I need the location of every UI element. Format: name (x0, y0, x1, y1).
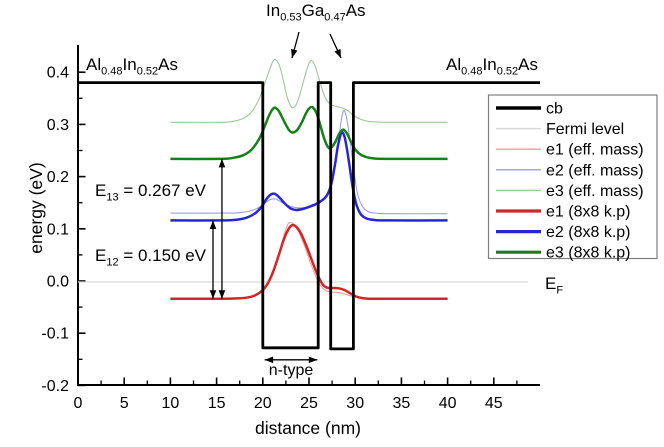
legend-label-e3-eff-mass: e3 (eff. mass) (546, 183, 644, 200)
e13-span-arrow (218, 158, 226, 299)
series-e3-8x8-k-p (170, 105, 448, 161)
legend-label-e2-8x8-k-p: e2 (8x8 k.p) (546, 224, 630, 241)
x-tick-label: 20 (254, 395, 272, 412)
arrowhead (308, 356, 318, 364)
well2-pointer-arrow (329, 33, 342, 59)
x-tick-label: 35 (393, 395, 411, 412)
y-axis-title: energy (eV) (25, 162, 46, 254)
label-well-material: In0.53Ga0.47As (266, 1, 366, 24)
well1-pointer-arrow (291, 31, 300, 59)
x-tick-label: 40 (439, 395, 457, 412)
legend-label-e3-8x8-k-p: e3 (8x8 k.p) (546, 245, 630, 262)
legend-item-e3-8x8-k-p: e3 (8x8 k.p) (496, 245, 630, 262)
arrowhead (218, 158, 226, 168)
x-tick-label: 15 (208, 395, 226, 412)
arrowhead (218, 290, 226, 299)
x-tick-label: 45 (485, 395, 503, 412)
series-e2-8x8-k-p (170, 130, 448, 222)
ntype-span-arrow (264, 356, 318, 364)
label-barrier-material-left: Al0.48In0.52As (86, 55, 178, 78)
legend-label-e2-eff-mass: e2 (eff. mass) (546, 162, 644, 179)
legend-item-fermi-level: Fermi level (496, 121, 624, 138)
x-tick-label: 0 (74, 395, 83, 412)
label-barrier-material-right: Al0.48In0.52As (446, 55, 538, 78)
series-e1-8x8-k-p (170, 223, 448, 301)
legend-item-e2-eff-mass: e2 (eff. mass) (496, 162, 644, 179)
y-tick-label: 0.3 (47, 117, 69, 134)
legend-item-e1-8x8-k-p: e1 (8x8 k.p) (496, 204, 630, 221)
legend-label-fermi-level: Fermi level (546, 121, 624, 138)
arrowhead (291, 48, 298, 58)
x-tick-label: 25 (300, 395, 318, 412)
x-tick-label: 10 (162, 395, 180, 412)
legend-item-e3-eff-mass: e3 (eff. mass) (496, 183, 644, 200)
y-tick-label: -0.1 (41, 326, 69, 343)
y-tick-label: 0.0 (47, 274, 69, 291)
legend-item-e1-eff-mass: e1 (eff. mass) (496, 142, 644, 159)
material-text: Al (446, 55, 462, 74)
legend-item-e2-8x8-k-p: e2 (8x8 k.p) (496, 224, 630, 241)
y-tick-label: 0.4 (47, 65, 69, 82)
arrowhead (209, 220, 217, 229)
label-ntype-region: n-type (268, 362, 314, 379)
legend-label-e1-eff-mass: e1 (eff. mass) (546, 142, 644, 159)
y-tick-label: 0.1 (47, 221, 69, 238)
legend: cb Fermi level e1 (eff. mass) e2 (eff. mass… (487, 94, 658, 262)
e12-span-arrow (209, 220, 217, 299)
arrowhead (264, 356, 274, 364)
series-e3-eff-mass (170, 58, 448, 123)
legend-label-e1-8x8-k-p: e1 (8x8 k.p) (546, 204, 630, 221)
x-tick-label: 5 (120, 395, 129, 412)
material-text: In (266, 1, 281, 20)
legend-label-cb: cb (546, 101, 563, 118)
label-e13-transition: E13 = 0.267 eV (95, 181, 207, 204)
arrowhead (334, 48, 341, 58)
material-text: Al (86, 55, 102, 74)
series-cb (78, 81, 540, 351)
label-e12-transition: E12 = 0.150 eV (95, 246, 207, 269)
label-fermi-level: EF (545, 274, 564, 297)
x-axis-title: distance (nm) (254, 418, 361, 438)
series-e2-eff-mass (170, 109, 448, 215)
legend-item-cb: cb (496, 101, 563, 118)
arrowhead (209, 290, 217, 299)
series-e1-eff-mass (170, 221, 448, 299)
y-tick-label: -0.2 (41, 378, 69, 395)
y-tick-label: 0.2 (47, 169, 69, 186)
x-tick-label: 30 (346, 395, 364, 412)
